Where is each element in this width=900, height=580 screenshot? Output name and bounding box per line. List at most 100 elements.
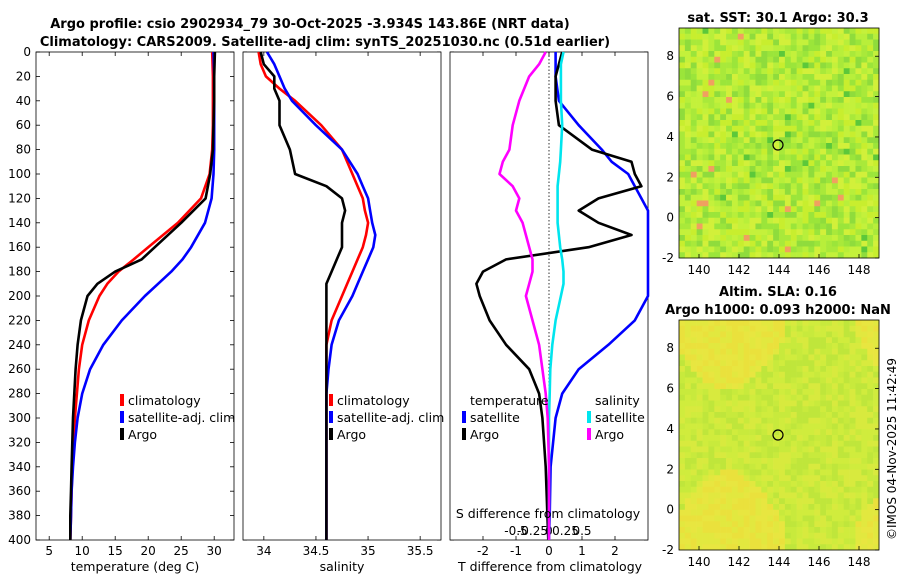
heatmap-cell	[843, 440, 850, 447]
heatmap-cell	[790, 212, 797, 219]
heatmap-cell	[790, 143, 797, 150]
heatmap-cell	[826, 206, 833, 213]
heatmap-cell	[679, 446, 686, 453]
heatmap-cell	[720, 412, 727, 419]
heatmap-cell	[743, 423, 750, 430]
heatmap-cell	[737, 406, 744, 413]
heatmap-cell	[743, 412, 750, 419]
heatmap-cell	[720, 102, 727, 109]
heatmap-cell	[702, 377, 709, 384]
heatmap-cell	[861, 212, 868, 219]
heatmap-cell	[773, 331, 780, 338]
heatmap-cell	[702, 252, 709, 259]
heatmap-cell	[726, 252, 733, 259]
heatmap-cell	[837, 389, 844, 396]
heatmap-cell	[702, 337, 709, 344]
heatmap-cell	[767, 114, 774, 121]
heatmap-cell	[831, 120, 839, 127]
heatmap-cell	[837, 492, 844, 499]
heatmap-cell	[802, 538, 809, 545]
heatmap-cell	[837, 475, 844, 482]
heatmap-cell	[708, 337, 715, 344]
heatmap-cell	[873, 377, 880, 384]
heatmap-cell	[873, 538, 880, 545]
heatmap-cell	[684, 68, 692, 75]
heatmap-cell	[684, 492, 692, 499]
heatmap-cell	[761, 166, 768, 173]
heatmap-cell	[861, 217, 868, 224]
heatmap-cell	[696, 331, 703, 338]
depth-tick-label: 240	[8, 338, 31, 352]
heatmap-cell	[849, 354, 856, 361]
heatmap-cell	[808, 45, 815, 52]
series-line-argo	[69, 51, 217, 540]
heatmap-cell	[714, 85, 721, 92]
heatmap-cell	[831, 492, 839, 499]
salinity-lines	[257, 51, 377, 540]
heatmap-cell	[837, 371, 844, 378]
heatmap-cell	[820, 452, 827, 459]
heatmap-cell	[720, 371, 727, 378]
figure-title-line1: Argo profile: csio 2902934_79 30-Oct-202…	[50, 17, 570, 32]
heatmap-cell	[843, 200, 850, 207]
heatmap-cell	[861, 360, 868, 367]
heatmap-cell	[826, 446, 833, 453]
heatmap-cell	[714, 183, 721, 190]
heatmap-cell	[743, 337, 750, 344]
heatmap-cell	[796, 435, 803, 442]
heatmap-cell	[737, 137, 744, 144]
heatmap-cell	[767, 85, 774, 92]
heatmap-cell	[696, 348, 703, 355]
heatmap-cell	[743, 56, 750, 63]
heatmap-cell	[861, 143, 868, 150]
heatmap-cell	[873, 62, 880, 69]
heatmap-cell	[867, 56, 874, 63]
map-x-tick-label: 142	[728, 263, 751, 277]
heatmap-cell	[755, 394, 762, 401]
heatmap-cell	[826, 394, 833, 401]
heatmap-cell	[743, 194, 750, 201]
heatmap-cell	[714, 446, 721, 453]
heatmap-cell	[743, 223, 750, 230]
heatmap-cell	[820, 108, 827, 115]
heatmap-cell	[802, 521, 809, 528]
heatmap-cell	[861, 406, 868, 413]
heatmap-cell	[767, 120, 774, 127]
heatmap-cell	[831, 446, 839, 453]
heatmap-cell	[808, 177, 815, 184]
legend-climatology: climatology	[337, 393, 410, 408]
heatmap-cell	[802, 446, 809, 453]
heatmap-cell	[784, 223, 792, 230]
heatmap-cell	[731, 229, 739, 236]
heatmap-cell	[714, 337, 721, 344]
depth-tick-label: 260	[8, 362, 31, 376]
heatmap-cell	[779, 515, 786, 522]
heatmap-cell	[761, 160, 768, 167]
heatmap-cell	[708, 481, 715, 488]
heatmap-cell	[826, 240, 833, 247]
heatmap-cell	[867, 252, 874, 259]
heatmap-cell	[773, 366, 780, 373]
heatmap-cell	[843, 492, 850, 499]
heatmap-cell	[767, 194, 774, 201]
heatmap-cell	[849, 544, 856, 551]
heatmap-cell	[837, 240, 844, 247]
heatmap-cell	[679, 504, 686, 511]
heatmap-cell	[873, 458, 880, 465]
heatmap-cell	[773, 131, 780, 138]
heatmap-cell	[873, 79, 880, 86]
heatmap-cell	[743, 148, 750, 155]
heatmap-cell	[779, 246, 786, 253]
heatmap-cell	[679, 131, 686, 138]
heatmap-cell	[861, 394, 868, 401]
heatmap-cell	[702, 394, 709, 401]
heatmap-cell	[855, 343, 862, 350]
heatmap-cell	[796, 212, 803, 219]
heatmap-cell	[702, 33, 709, 40]
depth-tick-label: 160	[8, 240, 31, 254]
heatmap-cell	[861, 137, 868, 144]
heatmap-cell	[684, 377, 692, 384]
heatmap-cell	[843, 131, 850, 138]
heatmap-cell	[790, 394, 797, 401]
heatmap-cell	[867, 377, 874, 384]
